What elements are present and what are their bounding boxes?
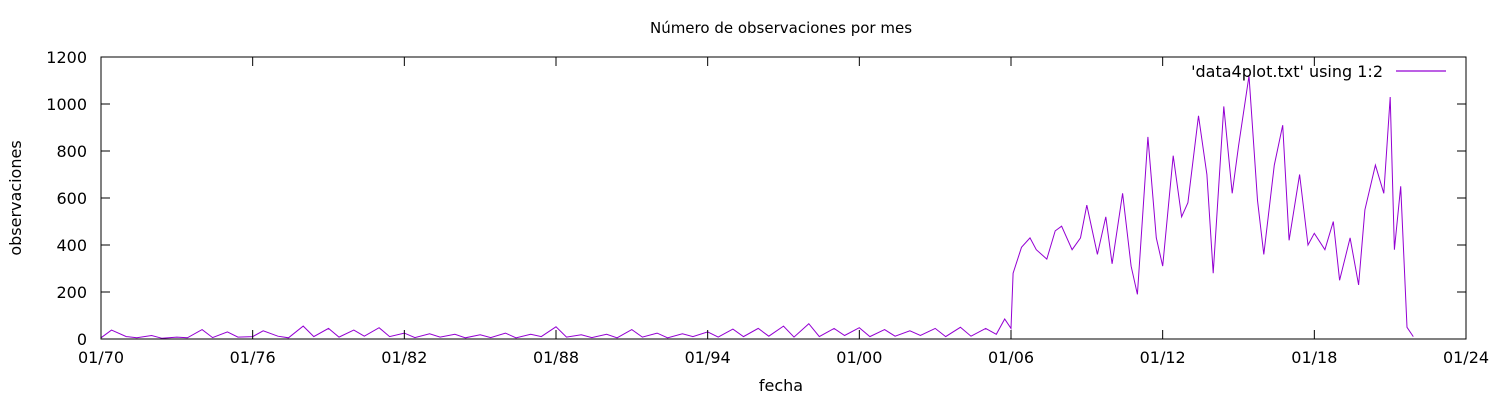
plot-area bbox=[100, 75, 1414, 339]
x-tick-label: 01/24 bbox=[1443, 348, 1489, 367]
x-tick-label: 01/94 bbox=[685, 348, 731, 367]
y-tick-label: 400 bbox=[56, 236, 87, 255]
x-tick-label: 01/06 bbox=[988, 348, 1034, 367]
y-tick-label: 1000 bbox=[46, 95, 87, 114]
x-tick-label: 01/00 bbox=[836, 348, 882, 367]
legend-entry-label: 'data4plot.txt' using 1:2 bbox=[1191, 62, 1383, 81]
x-axis-label: fecha bbox=[759, 376, 803, 395]
y-tick-label: 800 bbox=[56, 142, 87, 161]
y-tick-label: 0 bbox=[77, 330, 87, 349]
y-tick-label: 600 bbox=[56, 189, 87, 208]
chart-title: Número de observaciones por mes bbox=[650, 19, 912, 37]
series-line bbox=[100, 75, 1414, 339]
legend: 'data4plot.txt' using 1:2 bbox=[1191, 62, 1446, 81]
x-tick-label: 01/88 bbox=[533, 348, 579, 367]
y-tick-label: 1200 bbox=[46, 48, 87, 67]
x-tick-label: 01/76 bbox=[230, 348, 276, 367]
x-tick-label: 01/82 bbox=[381, 348, 427, 367]
x-tick-label: 01/12 bbox=[1140, 348, 1186, 367]
x-tick-label: 01/70 bbox=[78, 348, 124, 367]
axes: 0 200 400 600 800 1000 1200 01/70 01/76 01/82 01/8… bbox=[46, 48, 1489, 367]
y-axis-label: observaciones bbox=[6, 140, 25, 255]
x-tick-label: 01/18 bbox=[1291, 348, 1337, 367]
y-tick-label: 200 bbox=[56, 283, 87, 302]
plot-frame bbox=[100, 56, 1467, 340]
